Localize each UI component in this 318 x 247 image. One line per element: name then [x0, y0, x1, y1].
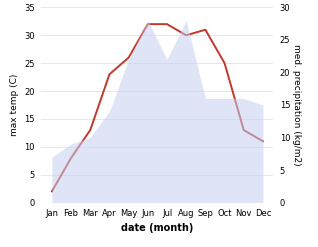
- Y-axis label: med. precipitation (kg/m2): med. precipitation (kg/m2): [293, 44, 301, 166]
- Y-axis label: max temp (C): max temp (C): [10, 74, 19, 136]
- X-axis label: date (month): date (month): [121, 223, 194, 233]
